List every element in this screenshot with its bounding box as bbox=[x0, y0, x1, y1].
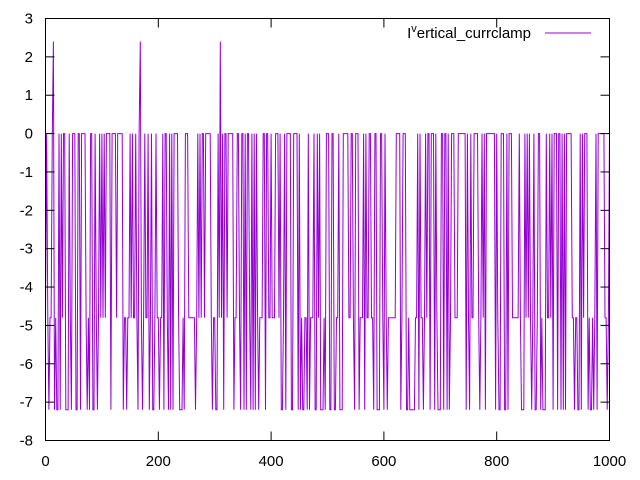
legend-label: Ivertical_currclamp bbox=[407, 23, 531, 42]
legend-label-prefix: I bbox=[407, 25, 411, 42]
y-tick-label: 1 bbox=[25, 87, 33, 104]
series-layer bbox=[45, 41, 610, 411]
legend: Ivertical_currclamp bbox=[407, 23, 591, 42]
y-tick-label: -2 bbox=[20, 202, 33, 219]
y-tick-label: -8 bbox=[20, 433, 33, 450]
y-tick-label: 2 bbox=[25, 49, 33, 66]
series-line bbox=[45, 41, 610, 411]
y-tick-label: -6 bbox=[20, 356, 33, 373]
y-tick-label: -4 bbox=[20, 279, 33, 296]
y-tick-label: 0 bbox=[25, 126, 33, 143]
x-tick-label: 200 bbox=[146, 453, 171, 470]
x-tick-label: 1000 bbox=[593, 453, 626, 470]
y-tick-label: -7 bbox=[20, 394, 33, 411]
y-tick-label: -5 bbox=[20, 317, 33, 334]
plot-frame bbox=[45, 18, 610, 441]
y-tick-label: -1 bbox=[20, 164, 33, 181]
y-tick-label: -3 bbox=[20, 241, 33, 258]
axis-ticks: 3 2 1 0 -1 -2 -3 -4 -5 -6 -7 -8 0 200 400 600 800 1000 bbox=[20, 11, 627, 471]
y-tick-label: 3 bbox=[25, 11, 33, 28]
x-tick-label: 800 bbox=[484, 453, 509, 470]
legend-label-rest: ertical_currclamp bbox=[417, 25, 531, 42]
x-tick-label: 600 bbox=[371, 453, 396, 470]
legend-label-superscript: v bbox=[411, 23, 417, 35]
x-tick-label: 400 bbox=[259, 453, 284, 470]
x-tick-label: 0 bbox=[41, 453, 49, 470]
